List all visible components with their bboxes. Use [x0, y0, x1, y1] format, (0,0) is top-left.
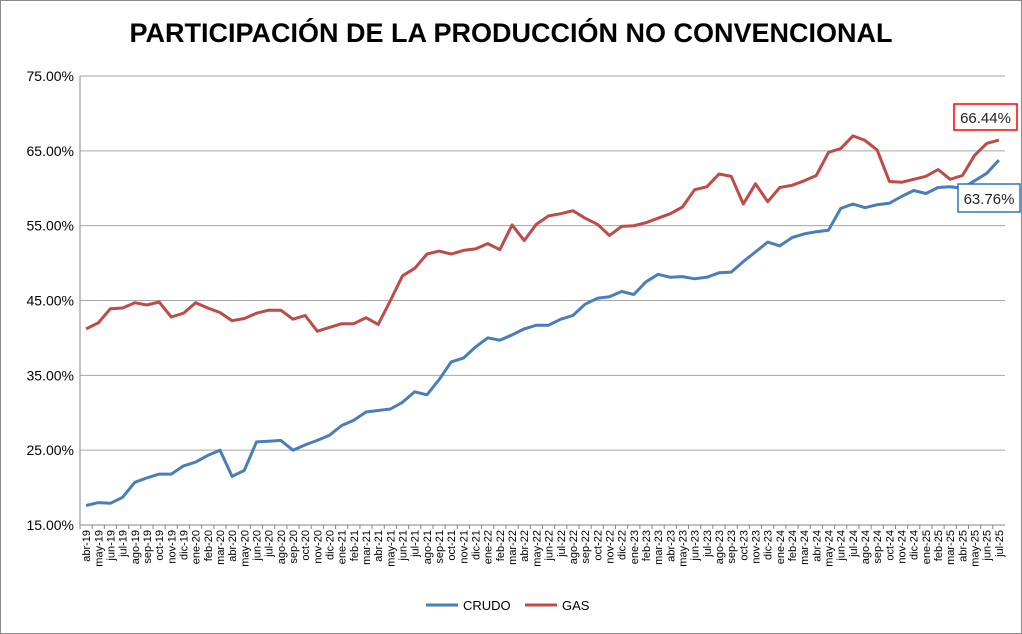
x-tick-label: sep-24	[872, 530, 884, 564]
x-tick-label: jun-20	[251, 530, 263, 562]
x-tick-label: nov-19	[166, 530, 178, 564]
x-tick-label: may-25	[970, 530, 982, 567]
x-tick-label: abr-22	[519, 530, 531, 562]
x-tick-label: ago-19	[130, 530, 142, 564]
legend-label-crudo: CRUDO	[463, 598, 511, 613]
gas-label-box	[953, 103, 1018, 131]
x-tick-label: abr-24	[811, 530, 823, 562]
x-tick-label: jul-19	[118, 530, 130, 558]
legend-label-gas: GAS	[562, 598, 590, 613]
x-tick-label: jun-21	[398, 530, 410, 562]
x-tick-label: mar-21	[361, 530, 373, 565]
y-tick-label: 25.00%	[27, 442, 74, 458]
x-tick-label: ene-25	[921, 530, 933, 564]
x-tick-label: sep-20	[288, 530, 300, 564]
x-tick-label: mar-22	[507, 530, 519, 565]
x-tick-label: oct-23	[738, 530, 750, 561]
x-tick-label: nov-20	[312, 530, 324, 564]
x-tick-label: ene-20	[191, 530, 203, 564]
x-tick-label: dic-19	[178, 530, 190, 560]
x-tick-label: jul-24	[848, 530, 860, 558]
x-tick-label: dic-21	[471, 530, 483, 560]
x-tick-label: may-21	[385, 530, 397, 567]
x-tick-label: feb-24	[787, 530, 799, 561]
x-tick-label: ago-24	[860, 530, 872, 564]
x-tick-label: dic-24	[909, 530, 921, 560]
x-tick-label: abr-20	[227, 530, 239, 562]
x-tick-label: ago-20	[276, 530, 288, 564]
x-tick-label: nov-22	[604, 530, 616, 564]
x-tick-label: may-20	[239, 530, 251, 567]
x-tick-label: abr-23	[665, 530, 677, 562]
x-tick-label: sep-23	[726, 530, 738, 564]
x-tick-label: feb-21	[349, 530, 361, 561]
x-tick-label: ago-23	[714, 530, 726, 564]
chart-title: PARTICIPACIÓN DE LA PRODUCCIÓN NO CONVEN…	[129, 18, 893, 48]
x-tick-label: may-23	[677, 530, 689, 567]
x-tick-label: feb-22	[495, 530, 507, 561]
x-tick-label: mar-24	[799, 530, 811, 565]
x-tick-label: abr-21	[373, 530, 385, 562]
x-tick-label: dic-23	[763, 530, 775, 560]
x-tick-label: dic-20	[325, 530, 337, 560]
y-tick-label: 45.00%	[27, 293, 74, 309]
x-tick-label: ago-21	[422, 530, 434, 564]
y-tick-label: 35.00%	[27, 367, 74, 383]
x-tick-label: oct-22	[592, 530, 604, 561]
x-tick-label: jun-25	[982, 530, 994, 562]
x-tick-label: mar-20	[215, 530, 227, 565]
x-tick-label: jul-25	[994, 530, 1006, 558]
x-tick-label: feb-23	[641, 530, 653, 561]
x-tick-label: may-22	[531, 530, 543, 567]
x-tick-label: jul-22	[556, 530, 568, 558]
x-tick-label: oct-21	[446, 530, 458, 561]
series-line-crudo	[85, 159, 1001, 507]
x-tick-label: sep-19	[142, 530, 154, 564]
x-tick-label: ene-22	[483, 530, 495, 564]
x-tick-label: ago-22	[568, 530, 580, 564]
x-tick-label: may-19	[93, 530, 105, 567]
x-tick-label: nov-24	[897, 530, 909, 564]
x-tick-label: jun-19	[105, 530, 117, 562]
x-tick-label: may-24	[824, 530, 836, 567]
y-tick-label: 15.00%	[27, 517, 74, 533]
x-tick-label: abr-19	[81, 530, 93, 562]
x-tick-label: feb-20	[203, 530, 215, 561]
x-tick-label: ene-24	[775, 530, 787, 564]
x-tick-label: oct-24	[884, 530, 896, 561]
y-tick-label: 55.00%	[27, 218, 74, 234]
x-tick-label: jun-24	[836, 530, 848, 562]
y-tick-label: 75.00%	[27, 68, 74, 84]
x-tick-label: ene-23	[629, 530, 641, 564]
x-tick-label: jul-21	[410, 530, 422, 558]
x-tick-label: oct-20	[300, 530, 312, 561]
crudo-end-label: 63.76%	[964, 191, 1015, 208]
x-tick-label: nov-23	[750, 530, 762, 564]
x-tick-label: sep-22	[580, 530, 592, 564]
x-tick-label: nov-21	[458, 530, 470, 564]
x-tick-label: oct-19	[154, 530, 166, 561]
x-tick-label: mar-25	[945, 530, 957, 565]
gas-end-label: 66.44%	[960, 110, 1011, 127]
x-tick-label: jun-22	[544, 530, 556, 562]
x-tick-label: abr-25	[957, 530, 969, 562]
y-tick-label: 65.00%	[27, 143, 74, 159]
x-tick-label: jul-23	[702, 530, 714, 558]
crudo-label-box	[957, 183, 1021, 213]
x-tick-label: dic-22	[617, 530, 629, 560]
x-tick-label: feb-25	[933, 530, 945, 561]
x-tick-label: jun-23	[690, 530, 702, 562]
x-tick-label: sep-21	[434, 530, 446, 564]
series-line-gas	[85, 134, 1000, 333]
x-tick-label: jul-20	[264, 530, 276, 558]
x-tick-label: mar-23	[653, 530, 665, 565]
x-tick-label: ene-21	[337, 530, 349, 564]
